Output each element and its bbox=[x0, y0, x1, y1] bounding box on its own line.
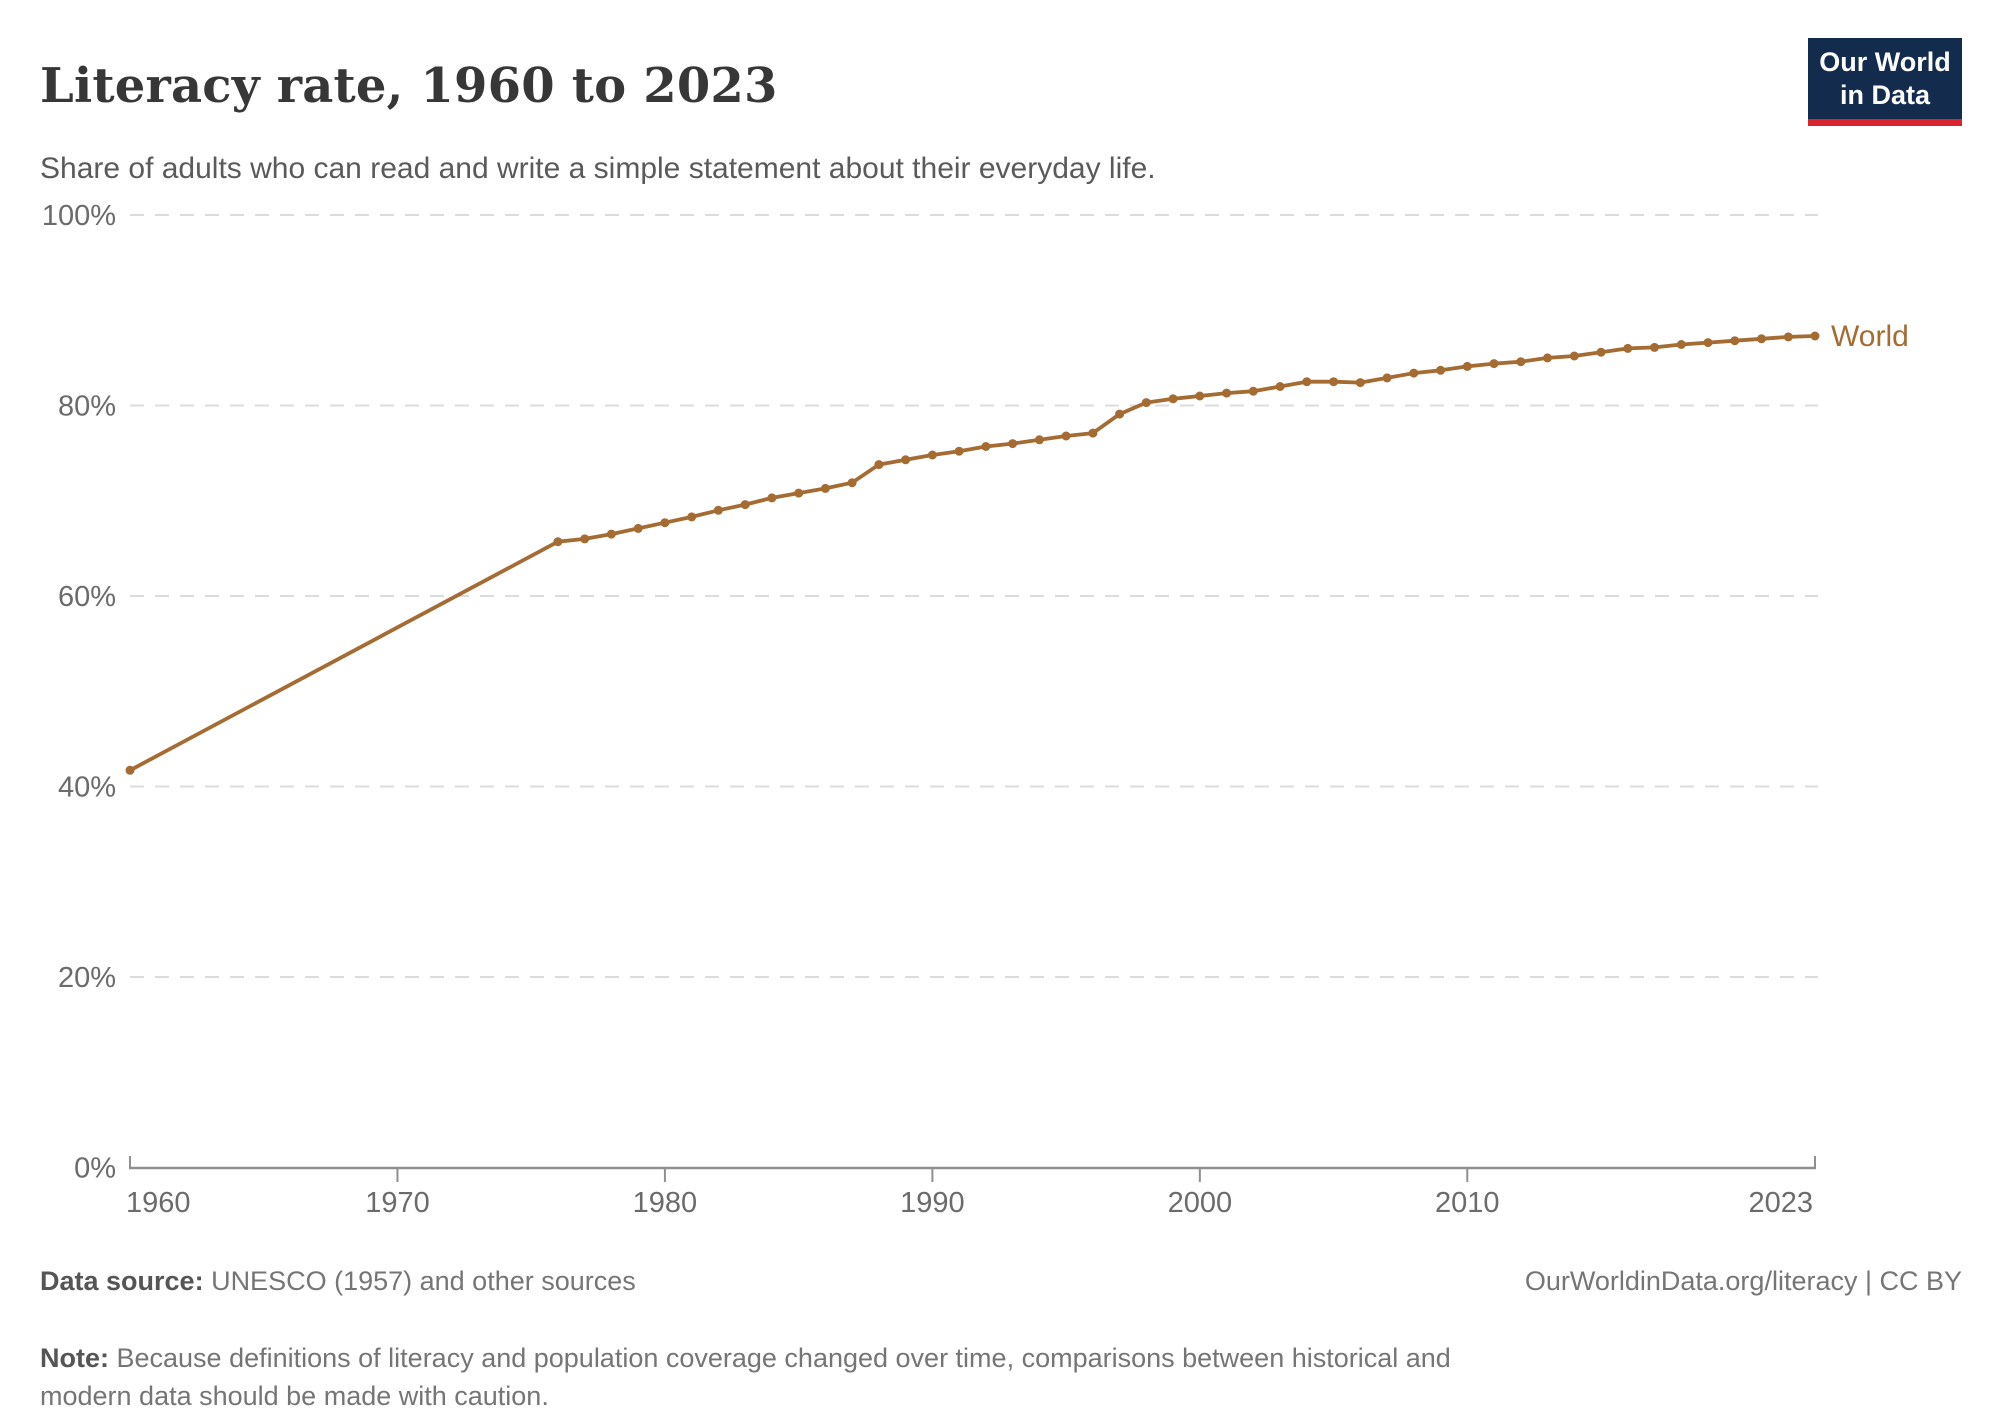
data-point-2012[interactable] bbox=[1516, 357, 1526, 367]
data-point-1991[interactable] bbox=[954, 446, 964, 456]
data-point-2015[interactable] bbox=[1596, 347, 1606, 357]
data-point-1988[interactable] bbox=[874, 460, 884, 470]
data-point-2011[interactable] bbox=[1489, 359, 1499, 369]
data-point-1999[interactable] bbox=[1168, 394, 1178, 404]
data-source-text: UNESCO (1957) and other sources bbox=[203, 1266, 636, 1296]
owid-logo-text: Our World in Data bbox=[1808, 38, 1962, 119]
page-title: Literacy rate, 1960 to 2023 bbox=[40, 58, 778, 115]
owid-logo-line2: in Data bbox=[1839, 80, 1931, 110]
data-point-2001[interactable] bbox=[1222, 388, 1232, 398]
data-source-label: Data source: bbox=[40, 1266, 204, 1296]
y-tick-label-60: 60% bbox=[58, 581, 116, 613]
data-point-1989[interactable] bbox=[901, 455, 911, 465]
data-point-2004[interactable] bbox=[1302, 377, 1312, 387]
data-point-2010[interactable] bbox=[1462, 361, 1472, 371]
data-point-1994[interactable] bbox=[1034, 435, 1044, 445]
data-point-1998[interactable] bbox=[1141, 398, 1151, 408]
x-tick-label-1960: 1960 bbox=[126, 1187, 191, 1219]
data-point-1996[interactable] bbox=[1088, 428, 1098, 438]
data-point-2006[interactable] bbox=[1355, 378, 1365, 388]
x-tick-label-2000: 2000 bbox=[1168, 1187, 1233, 1219]
chart-subtitle: Share of adults who can read and write a… bbox=[40, 152, 1156, 185]
note-text: Because definitions of literacy and popu… bbox=[40, 1343, 1451, 1411]
footer-source-row: Data source: UNESCO (1957) and other sou… bbox=[40, 1266, 1962, 1297]
data-point-1984[interactable] bbox=[767, 493, 777, 503]
data-point-1960[interactable] bbox=[125, 765, 135, 775]
owid-logo-line1: Our World bbox=[1819, 47, 1951, 77]
x-tick-label-1970: 1970 bbox=[365, 1187, 430, 1219]
data-point-2005[interactable] bbox=[1329, 377, 1339, 387]
series-label-world: World bbox=[1831, 320, 1909, 353]
data-point-2021[interactable] bbox=[1757, 334, 1766, 344]
owid-logo-red-bar bbox=[1808, 119, 1962, 126]
data-point-2002[interactable] bbox=[1248, 386, 1258, 396]
data-point-1981[interactable] bbox=[687, 512, 697, 522]
data-point-2007[interactable] bbox=[1382, 373, 1392, 383]
y-tick-label-40: 40% bbox=[58, 772, 116, 804]
attribution-text: OurWorldinData.org/literacy | CC BY bbox=[1524, 1266, 1962, 1296]
data-point-1976[interactable] bbox=[553, 537, 563, 547]
data-source-line: Data source: UNESCO (1957) and other sou… bbox=[40, 1266, 636, 1297]
footer-note: Note: Because definitions of literacy an… bbox=[40, 1339, 1510, 1411]
x-tick-label-2010: 2010 bbox=[1435, 1187, 1500, 1219]
x-tick-label-2023: 2023 bbox=[1748, 1187, 1813, 1219]
x-tick-label-1980: 1980 bbox=[633, 1187, 698, 1219]
owid-logo[interactable]: Our World in Data bbox=[1808, 38, 1962, 126]
data-point-1997[interactable] bbox=[1115, 409, 1125, 419]
data-point-1980[interactable] bbox=[660, 518, 670, 528]
data-point-2000[interactable] bbox=[1195, 391, 1205, 401]
data-point-2013[interactable] bbox=[1543, 353, 1552, 363]
y-tick-label-20: 20% bbox=[58, 962, 116, 994]
data-point-1978[interactable] bbox=[606, 529, 616, 539]
data-point-2017[interactable] bbox=[1650, 342, 1659, 352]
data-point-1990[interactable] bbox=[927, 450, 937, 460]
note-label: Note: bbox=[40, 1343, 109, 1373]
y-tick-label-0: 0% bbox=[74, 1153, 116, 1185]
data-point-2023[interactable] bbox=[1810, 331, 1820, 341]
x-tick-label-1990: 1990 bbox=[900, 1187, 965, 1219]
data-point-2008[interactable] bbox=[1409, 368, 1419, 378]
data-point-1992[interactable] bbox=[981, 442, 991, 451]
data-point-1982[interactable] bbox=[713, 505, 723, 515]
data-point-2009[interactable] bbox=[1436, 365, 1446, 375]
world-line[interactable] bbox=[128, 334, 1817, 773]
data-point-2014[interactable] bbox=[1569, 351, 1579, 361]
data-point-1979[interactable] bbox=[633, 523, 643, 533]
data-point-1983[interactable] bbox=[740, 500, 750, 510]
data-point-2019[interactable] bbox=[1703, 338, 1713, 348]
data-point-1985[interactable] bbox=[794, 488, 804, 498]
y-tick-label-100: 100% bbox=[42, 200, 116, 232]
data-point-1987[interactable] bbox=[847, 478, 857, 488]
data-point-2016[interactable] bbox=[1623, 343, 1633, 353]
y-tick-label-80: 80% bbox=[58, 391, 116, 423]
data-point-1995[interactable] bbox=[1061, 431, 1071, 441]
data-point-1986[interactable] bbox=[820, 483, 830, 493]
data-point-2018[interactable] bbox=[1676, 340, 1686, 349]
data-point-2020[interactable] bbox=[1730, 336, 1740, 346]
data-point-2022[interactable] bbox=[1783, 332, 1793, 342]
data-point-2003[interactable] bbox=[1275, 382, 1285, 391]
data-point-1993[interactable] bbox=[1008, 439, 1018, 449]
data-point-1977[interactable] bbox=[580, 534, 590, 544]
